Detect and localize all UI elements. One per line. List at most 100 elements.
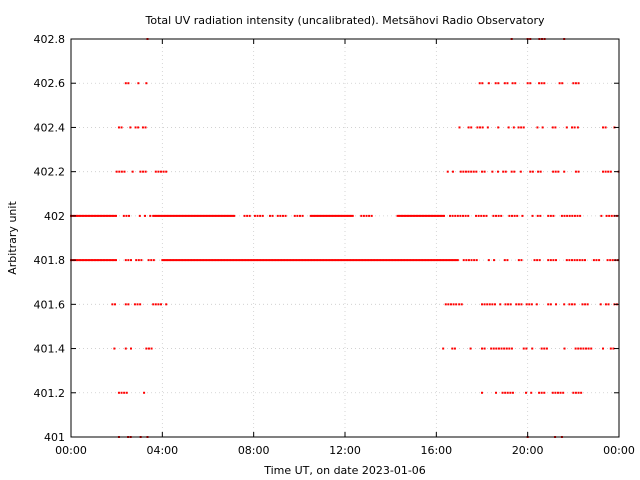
- axis-ticks: 401 401.2 401.4 401.6 401.8 402 402.2 402.4 402.…: [34, 33, 635, 457]
- data-point: [123, 170, 126, 173]
- data-point: [487, 259, 490, 262]
- data-point: [549, 214, 552, 217]
- data-point: [413, 214, 416, 217]
- data-point: [571, 214, 574, 217]
- data-point: [543, 82, 546, 85]
- data-point: [162, 170, 165, 173]
- data-point: [171, 214, 174, 217]
- data-point: [547, 303, 550, 306]
- data-point: [429, 259, 432, 262]
- data-point: [507, 126, 510, 129]
- data-point: [562, 391, 565, 394]
- data-point: [339, 259, 342, 262]
- data-point: [222, 259, 225, 262]
- data-point: [222, 214, 225, 217]
- data-point: [383, 259, 386, 262]
- data-point: [287, 259, 290, 262]
- data-point: [451, 214, 454, 217]
- data-point: [324, 259, 327, 262]
- x-tick-label: 08:00: [238, 444, 270, 457]
- data-point: [267, 259, 270, 262]
- data-point: [174, 214, 177, 217]
- data-point: [452, 259, 455, 262]
- data-point: [233, 214, 236, 217]
- data-point: [201, 259, 204, 262]
- data-point: [167, 214, 170, 217]
- data-point: [344, 259, 347, 262]
- data-point: [559, 391, 562, 394]
- data-point: [576, 259, 579, 262]
- data-point: [317, 214, 320, 217]
- data-point: [479, 126, 482, 129]
- data-point: [537, 170, 540, 173]
- data-point: [411, 259, 414, 262]
- data-point: [414, 214, 417, 217]
- data-point: [136, 303, 139, 306]
- data-point: [228, 214, 231, 217]
- data-point: [154, 303, 157, 306]
- data-point: [113, 259, 116, 262]
- data-point: [279, 259, 282, 262]
- data-point: [533, 259, 536, 262]
- data-point: [183, 214, 186, 217]
- data-point: [486, 126, 489, 129]
- y-axis-label: Arbitrary unit: [6, 201, 19, 275]
- data-point: [510, 347, 513, 350]
- data-point: [219, 214, 222, 217]
- data-point: [526, 82, 529, 85]
- data-point: [347, 214, 350, 217]
- data-point: [255, 259, 258, 262]
- data-point: [401, 259, 404, 262]
- data-point: [149, 214, 152, 217]
- data-point: [539, 170, 542, 173]
- data-point: [459, 170, 462, 173]
- data-point: [360, 259, 363, 262]
- data-point: [417, 259, 420, 262]
- data-point: [482, 214, 485, 217]
- data-point: [368, 259, 371, 262]
- data-point: [251, 259, 254, 262]
- data-point: [508, 347, 511, 350]
- data-point: [428, 214, 431, 217]
- data-point: [82, 259, 84, 262]
- y-tick-label: 401.6: [34, 298, 66, 311]
- data-point: [176, 214, 179, 217]
- data-point: [566, 214, 569, 217]
- data-point: [139, 170, 142, 173]
- data-point: [260, 259, 263, 262]
- data-point: [335, 214, 338, 217]
- data-point: [120, 170, 123, 173]
- data-point: [573, 214, 576, 217]
- data-point: [452, 303, 455, 306]
- data-point: [342, 214, 345, 217]
- data-point: [332, 259, 335, 262]
- data-point: [438, 214, 441, 217]
- data-point: [590, 347, 593, 350]
- data-point: [557, 170, 560, 173]
- data-point: [197, 259, 200, 262]
- data-point: [338, 259, 341, 262]
- data-point: [581, 303, 584, 306]
- data-point: [426, 259, 429, 262]
- data-point: [150, 347, 153, 350]
- data-point: [576, 126, 579, 129]
- data-point: [609, 347, 612, 350]
- data-point: [510, 170, 513, 173]
- data-point: [335, 259, 338, 262]
- data-point: [374, 259, 377, 262]
- data-point: [336, 259, 339, 262]
- data-point: [345, 259, 348, 262]
- data-point: [504, 170, 507, 173]
- data-point: [470, 170, 473, 173]
- data-point: [475, 214, 478, 217]
- data-point: [318, 259, 321, 262]
- data-point: [253, 214, 256, 217]
- data-point: [130, 347, 132, 350]
- data-point: [470, 259, 473, 262]
- data-point: [587, 347, 590, 350]
- data-point: [386, 259, 389, 262]
- data-point: [350, 214, 353, 217]
- data-point: [303, 259, 306, 262]
- data-point: [216, 259, 219, 262]
- data-point: [127, 303, 130, 306]
